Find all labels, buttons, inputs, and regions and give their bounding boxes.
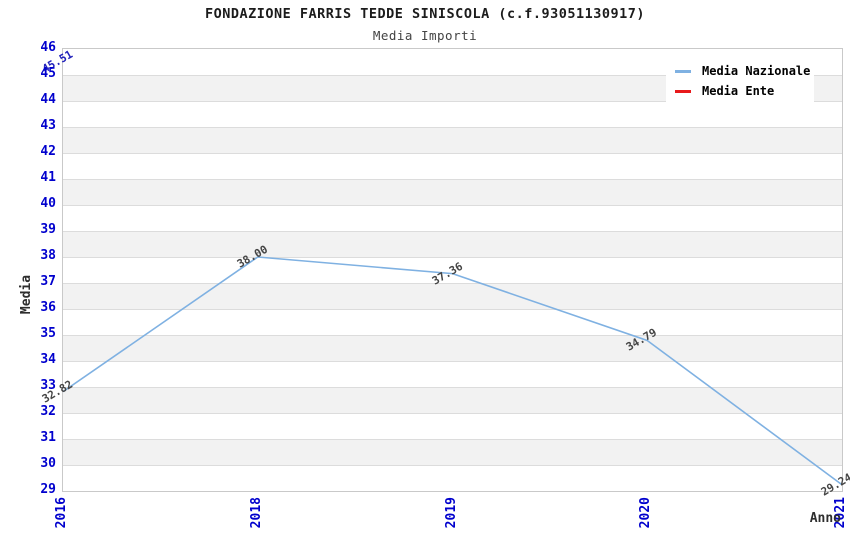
y-tick-label: 38 xyxy=(40,248,56,263)
y-tick-label: 34 xyxy=(40,352,56,367)
y-tick-label: 40 xyxy=(40,196,56,211)
gridline xyxy=(63,257,842,258)
gridline xyxy=(63,179,842,180)
y-tick-label: 41 xyxy=(40,170,56,185)
y-tick-label: 37 xyxy=(40,274,56,289)
y-tick-label: 30 xyxy=(40,456,56,471)
y-tick-label: 33 xyxy=(40,378,56,393)
gridline xyxy=(63,387,842,388)
gridline xyxy=(63,309,842,310)
y-tick-label: 45 xyxy=(40,66,56,81)
gridline xyxy=(63,127,842,128)
gridline xyxy=(63,335,842,336)
x-tick-label: 2016 xyxy=(54,497,69,529)
y-tick-label: 35 xyxy=(40,326,56,341)
y-tick-label: 29 xyxy=(40,482,56,497)
gridline xyxy=(63,231,842,232)
y-tick-label: 42 xyxy=(40,144,56,159)
x-tick-label: 2019 xyxy=(443,497,459,529)
y-tick-label: 32 xyxy=(40,404,56,419)
chart-subtitle: Media Importi xyxy=(372,28,478,43)
legend-swatch xyxy=(675,89,691,93)
chart-title: FONDAZIONE FARRIS TEDDE SINISCOLA (c.f.9… xyxy=(204,6,645,22)
x-axis-title: Anno xyxy=(809,511,841,526)
gridline xyxy=(63,439,842,440)
gridline xyxy=(63,153,842,154)
grid-band xyxy=(63,387,842,413)
gridline xyxy=(63,361,842,362)
plot-area: 32.82 38.00 37.36 34.79 29.24 45.51 xyxy=(40,47,850,498)
grid-band xyxy=(63,127,842,153)
gridline xyxy=(63,413,842,414)
grid-band xyxy=(63,335,842,361)
legend-swatch xyxy=(675,69,691,73)
gridline xyxy=(63,101,842,102)
gridline xyxy=(63,283,842,284)
y-tick-label: 31 xyxy=(40,430,56,445)
legend-label: Media Ente xyxy=(702,84,775,98)
grid-band xyxy=(63,231,842,257)
y-tick-label: 39 xyxy=(40,222,56,237)
y-tick-label: 44 xyxy=(40,92,56,107)
grid-band xyxy=(63,283,842,309)
legend-label: Media Nazionale xyxy=(702,64,811,78)
gridline xyxy=(63,465,842,466)
legend: Media Nazionale Media Ente xyxy=(666,55,814,107)
gridline xyxy=(63,205,842,206)
legend-item: Media Ente xyxy=(675,81,805,101)
grid-band xyxy=(63,179,842,205)
grid-band xyxy=(63,439,842,465)
legend-item: Media Nazionale xyxy=(675,61,810,81)
series-line-media-nazionale xyxy=(62,256,843,486)
y-tick-label: 46 xyxy=(40,40,56,55)
series-plot xyxy=(62,256,843,486)
x-tick-label: 2020 xyxy=(638,497,654,529)
y-tick-label: 43 xyxy=(40,118,56,133)
gridline xyxy=(63,75,842,76)
x-tick-label: 2018 xyxy=(248,497,264,529)
y-tick-label: 36 xyxy=(40,300,56,315)
